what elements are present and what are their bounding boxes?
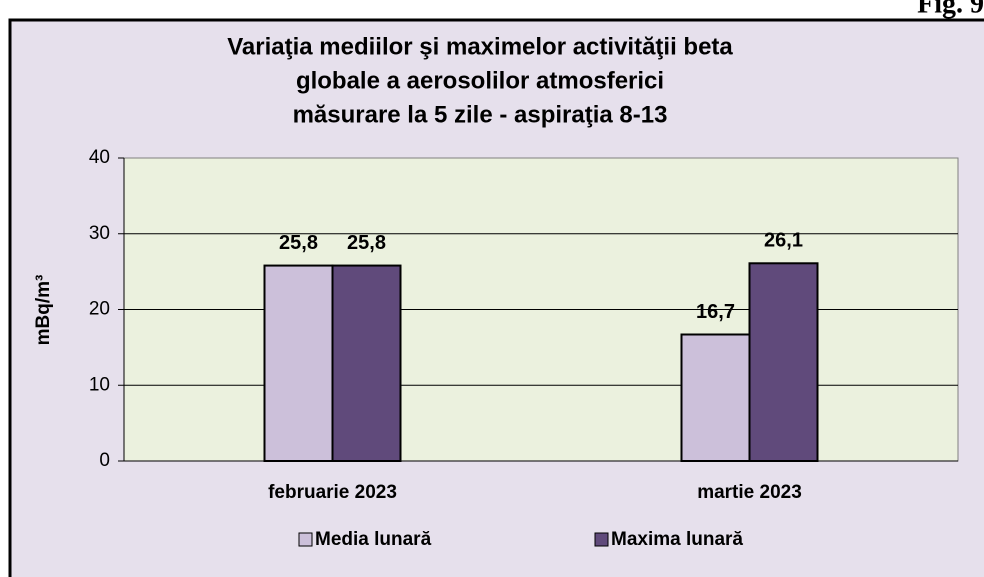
x-tick-label: martie 2023	[697, 482, 802, 503]
y-tick-label: 10	[89, 374, 110, 395]
chart-title: măsurare la 5 zile - aspiraţia 8-13	[293, 101, 668, 128]
bar	[680, 333, 751, 462]
figure-label: Fig. 9	[917, 0, 984, 19]
legend-swatch	[298, 532, 313, 547]
y-tick-label: 40	[89, 147, 110, 168]
y-tick-label: 0	[99, 450, 110, 471]
value-label: 25,8	[347, 232, 386, 254]
y-tick-label: 30	[89, 223, 110, 244]
y-axis-label: mBq/m³	[33, 275, 54, 346]
legend-label: Media lunară	[315, 529, 432, 550]
legend-swatch	[594, 532, 609, 547]
y-tick-label: 20	[89, 299, 110, 320]
value-label: 16,7	[696, 301, 735, 323]
value-label: 26,1	[764, 230, 803, 252]
bar	[331, 264, 402, 462]
chart-title: globale a aerosolilor atmosferici	[296, 67, 664, 94]
bar	[748, 262, 819, 463]
legend-label: Maxima lunară	[611, 529, 743, 550]
value-label: 25,8	[279, 232, 318, 254]
bar	[263, 264, 334, 462]
x-tick-label: februarie 2023	[268, 482, 397, 503]
chart-title: Variaţia mediilor şi maximelor activităţ…	[227, 33, 733, 60]
